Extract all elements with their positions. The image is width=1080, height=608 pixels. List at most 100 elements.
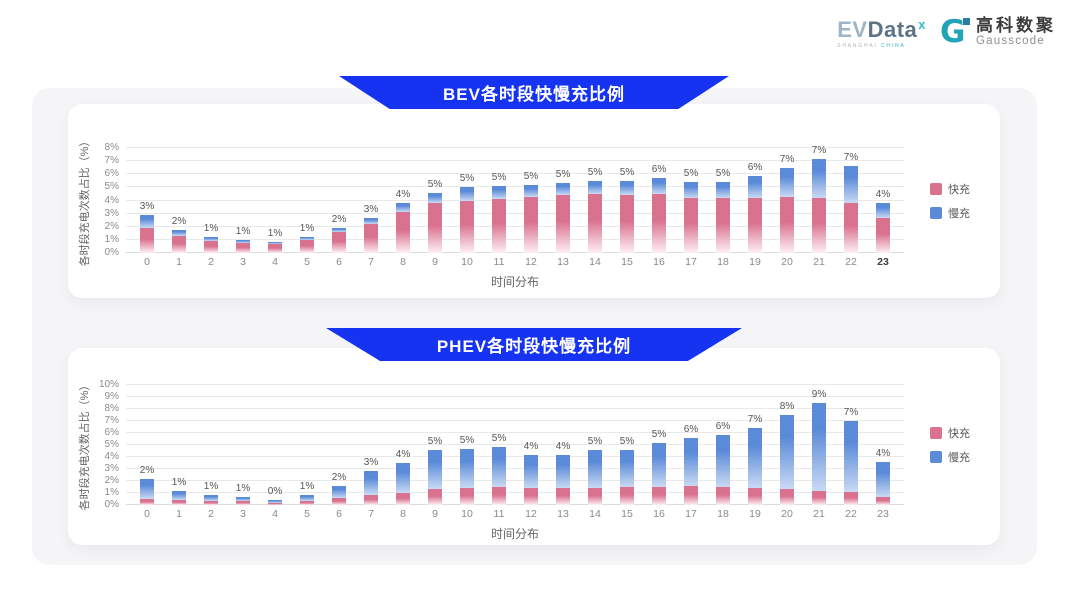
- stacked-bar[interactable]: [204, 495, 218, 505]
- stacked-bar[interactable]: [396, 203, 410, 253]
- bar-total-label: 3%: [363, 203, 379, 215]
- stacked-bar[interactable]: [204, 237, 218, 253]
- stacked-bar[interactable]: [780, 167, 794, 253]
- fast-charge-swatch-icon: [930, 182, 942, 195]
- phev-x-axis-title: 时间分布: [490, 527, 539, 541]
- stacked-bar[interactable]: [236, 497, 250, 505]
- x-tick-label: 2: [208, 256, 214, 268]
- stacked-bar[interactable]: [236, 239, 250, 253]
- bar-column-16: 6%: [643, 148, 675, 253]
- y-tick-label: 8%: [104, 403, 119, 414]
- stacked-bar[interactable]: [268, 241, 282, 253]
- stacked-bar[interactable]: [460, 187, 474, 253]
- legend-item-slow[interactable]: 慢充: [930, 449, 970, 465]
- stacked-bar[interactable]: [460, 448, 474, 505]
- bar-total-label: 4%: [523, 440, 539, 452]
- slow-charge-segment: [492, 447, 506, 487]
- stacked-bar[interactable]: [364, 217, 378, 253]
- evdata-x-icon: x: [918, 17, 926, 32]
- stacked-bar[interactable]: [844, 421, 858, 505]
- slow-charge-segment: [204, 237, 218, 242]
- stacked-bar[interactable]: [492, 186, 506, 253]
- slow-charge-segment: [332, 486, 346, 498]
- fast-charge-segment: [588, 488, 602, 505]
- stacked-bar[interactable]: [588, 449, 602, 505]
- x-tick-label: 15: [621, 508, 633, 520]
- stacked-bar[interactable]: [812, 158, 826, 253]
- stacked-bar[interactable]: [556, 183, 570, 253]
- stacked-bar[interactable]: [556, 454, 570, 505]
- x-tick-label: 3: [240, 508, 246, 520]
- gausscode-en-name: Gausscode: [976, 34, 1045, 47]
- stacked-bar[interactable]: [172, 490, 186, 505]
- fast-charge-segment: [748, 197, 762, 253]
- y-tick-label: 2%: [104, 475, 119, 486]
- fast-charge-segment: [268, 243, 282, 253]
- stacked-bar[interactable]: [332, 228, 346, 253]
- slow-charge-segment: [876, 461, 890, 497]
- stacked-bar[interactable]: [684, 182, 698, 253]
- stacked-bar[interactable]: [748, 175, 762, 253]
- stacked-bar[interactable]: [780, 415, 794, 505]
- fast-charge-segment: [524, 196, 538, 253]
- x-tick-label: 2: [208, 508, 214, 520]
- slow-charge-segment: [300, 494, 314, 501]
- y-tick-label: 6%: [104, 427, 119, 438]
- fast-charge-segment: [812, 197, 826, 253]
- slow-charge-segment: [300, 237, 314, 240]
- fast-charge-segment: [492, 487, 506, 505]
- stacked-bar[interactable]: [428, 192, 442, 253]
- stacked-bar[interactable]: [684, 437, 698, 505]
- stacked-bar[interactable]: [588, 181, 602, 253]
- gridline: [126, 468, 904, 469]
- stacked-bar[interactable]: [492, 447, 506, 505]
- bar-column-15: 5%: [611, 385, 643, 505]
- y-tick-label: 9%: [104, 391, 119, 402]
- stacked-bar[interactable]: [652, 442, 666, 505]
- stacked-bar[interactable]: [396, 463, 410, 505]
- stacked-bar[interactable]: [364, 471, 378, 505]
- stacked-bar[interactable]: [748, 428, 762, 505]
- stacked-bar[interactable]: [172, 230, 186, 253]
- stacked-bar[interactable]: [300, 494, 314, 505]
- stacked-bar[interactable]: [332, 486, 346, 505]
- stacked-bar[interactable]: [876, 461, 890, 505]
- x-tick-label: 9: [432, 508, 438, 520]
- slow-charge-segment: [620, 181, 634, 196]
- fast-charge-segment: [428, 203, 442, 253]
- fast-charge-swatch-icon: [930, 427, 942, 439]
- y-tick-label: 5%: [104, 181, 119, 193]
- stacked-bar[interactable]: [140, 478, 154, 505]
- bar-column-10: 5%: [451, 385, 483, 505]
- legend-item-fast[interactable]: 快充: [930, 181, 970, 197]
- stacked-bar[interactable]: [652, 178, 666, 253]
- stacked-bar[interactable]: [716, 435, 730, 505]
- slow-charge-segment: [172, 230, 186, 236]
- bev-chart-title: BEV各时段快慢充比例: [443, 85, 625, 104]
- stacked-bar[interactable]: [620, 449, 634, 505]
- bar-total-label: 5%: [619, 435, 635, 447]
- x-tick-label: 23: [877, 508, 889, 520]
- stacked-bar[interactable]: [716, 182, 730, 253]
- legend-item-fast[interactable]: 快充: [930, 425, 970, 441]
- stacked-bar[interactable]: [428, 449, 442, 505]
- legend-item-slow[interactable]: 慢充: [930, 205, 970, 221]
- bar-total-label: 5%: [459, 434, 475, 446]
- stacked-bar[interactable]: [844, 166, 858, 253]
- bar-column-12: 4%: [515, 385, 547, 505]
- stacked-bar[interactable]: [876, 203, 890, 253]
- stacked-bar[interactable]: [268, 499, 282, 505]
- x-tick-label: 10: [461, 256, 473, 268]
- stacked-bar[interactable]: [300, 237, 314, 253]
- stacked-bar[interactable]: [524, 454, 538, 505]
- stacked-bar[interactable]: [140, 214, 154, 253]
- bar-column-17: 5%: [675, 148, 707, 253]
- gausscode-logo: G 高科数聚 Gausscode: [940, 16, 1056, 48]
- evdata-subtext: SHANGHAI CHINA: [837, 43, 906, 49]
- stacked-bar[interactable]: [524, 184, 538, 253]
- bar-total-label: 2%: [331, 472, 347, 484]
- x-tick-label: 3: [240, 256, 246, 268]
- slow-charge-segment: [652, 442, 666, 487]
- stacked-bar[interactable]: [812, 403, 826, 505]
- stacked-bar[interactable]: [620, 181, 634, 253]
